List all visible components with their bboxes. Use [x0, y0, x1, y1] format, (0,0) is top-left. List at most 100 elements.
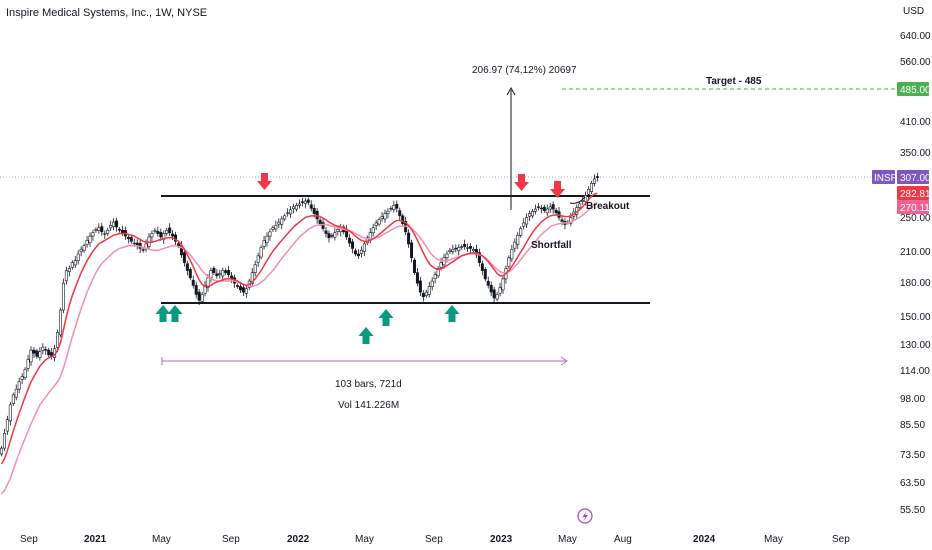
candle[interactable]	[26, 359, 30, 369]
candle[interactable]	[519, 228, 523, 236]
candle[interactable]	[513, 241, 517, 249]
candle[interactable]	[460, 246, 464, 248]
candle[interactable]	[5, 419, 9, 432]
candle[interactable]	[356, 253, 360, 257]
candle[interactable]	[88, 235, 92, 244]
candle[interactable]	[221, 270, 225, 277]
candle[interactable]	[448, 249, 452, 252]
candle[interactable]	[386, 210, 390, 214]
candle[interactable]	[348, 237, 352, 244]
candle[interactable]	[489, 285, 493, 293]
candle[interactable]	[463, 244, 467, 247]
candle[interactable]	[359, 249, 363, 254]
candle[interactable]	[430, 280, 434, 287]
candle[interactable]	[100, 226, 104, 233]
candle[interactable]	[309, 204, 313, 209]
candle[interactable]	[58, 309, 62, 336]
candle[interactable]	[250, 272, 254, 284]
candle[interactable]	[466, 247, 470, 249]
candle[interactable]	[289, 209, 293, 215]
candle[interactable]	[362, 243, 366, 252]
candle[interactable]	[227, 270, 231, 275]
candle[interactable]	[79, 249, 83, 252]
candle[interactable]	[471, 249, 475, 252]
candle[interactable]	[283, 215, 287, 220]
candle[interactable]	[126, 236, 130, 239]
candle[interactable]	[371, 227, 375, 234]
candle[interactable]	[262, 240, 266, 247]
candle[interactable]	[398, 210, 402, 217]
candle[interactable]	[209, 270, 213, 279]
candle[interactable]	[389, 208, 393, 210]
candle[interactable]	[20, 376, 24, 380]
candle-series[interactable]	[0, 172, 599, 457]
ma-fast-badge[interactable]: 282.81	[897, 186, 931, 200]
candle[interactable]	[336, 229, 340, 232]
candle[interactable]	[507, 257, 511, 267]
candle[interactable]	[103, 233, 107, 235]
candle[interactable]	[401, 215, 405, 224]
candle[interactable]	[2, 433, 6, 449]
candle[interactable]	[353, 250, 357, 255]
candle[interactable]	[498, 287, 502, 294]
candle[interactable]	[536, 206, 540, 208]
candle[interactable]	[118, 228, 122, 231]
candle[interactable]	[551, 204, 555, 210]
candle[interactable]	[560, 219, 564, 222]
candle[interactable]	[578, 203, 582, 208]
candle[interactable]	[38, 351, 42, 358]
candle[interactable]	[522, 222, 526, 227]
candle[interactable]	[73, 260, 77, 266]
candle[interactable]	[14, 388, 18, 398]
candle[interactable]	[286, 212, 290, 214]
price-axis[interactable]: USD 640.00 560.00 410.00 350.00 250.00 2…	[900, 6, 931, 516]
candle[interactable]	[94, 229, 98, 231]
candle[interactable]	[407, 232, 411, 245]
candle[interactable]	[439, 262, 443, 268]
candle[interactable]	[306, 199, 310, 203]
candle[interactable]	[109, 225, 113, 229]
candle[interactable]	[115, 220, 119, 228]
candle[interactable]	[436, 268, 440, 277]
candle[interactable]	[200, 294, 204, 302]
candle[interactable]	[97, 227, 101, 231]
candle[interactable]	[197, 291, 201, 301]
candle[interactable]	[236, 285, 240, 287]
candle[interactable]	[545, 208, 549, 214]
candle[interactable]	[168, 227, 172, 234]
candle[interactable]	[106, 229, 110, 234]
candle[interactable]	[492, 289, 496, 299]
candle[interactable]	[542, 206, 546, 211]
candle[interactable]	[474, 249, 478, 256]
candle[interactable]	[530, 210, 534, 217]
candle[interactable]	[241, 287, 245, 293]
candle[interactable]	[383, 213, 387, 220]
candle[interactable]	[159, 232, 163, 238]
candle[interactable]	[11, 394, 15, 405]
candle[interactable]	[433, 274, 437, 280]
candle[interactable]	[47, 349, 51, 356]
candle[interactable]	[203, 285, 207, 294]
ma-slow-badge[interactable]: 270.11	[897, 200, 930, 214]
candle[interactable]	[23, 369, 27, 378]
candle[interactable]	[259, 247, 263, 258]
candle[interactable]	[292, 206, 296, 209]
candle[interactable]	[377, 219, 381, 225]
candle[interactable]	[256, 255, 260, 263]
candle[interactable]	[380, 216, 384, 219]
candle[interactable]	[32, 349, 36, 354]
candle[interactable]	[280, 218, 284, 225]
candle[interactable]	[457, 247, 461, 252]
candle[interactable]	[321, 222, 325, 229]
candle[interactable]	[194, 285, 198, 295]
candle[interactable]	[421, 292, 425, 298]
candle[interactable]	[120, 229, 124, 234]
candle[interactable]	[415, 272, 419, 284]
candle[interactable]	[303, 200, 307, 204]
candle[interactable]	[0, 447, 4, 455]
time-axis[interactable]: Sep 2021 May Sep 2022 May Sep 2023 May A…	[20, 534, 850, 545]
candle[interactable]	[480, 263, 484, 271]
candle[interactable]	[132, 242, 136, 245]
candle[interactable]	[297, 203, 301, 206]
candle[interactable]	[589, 183, 593, 192]
